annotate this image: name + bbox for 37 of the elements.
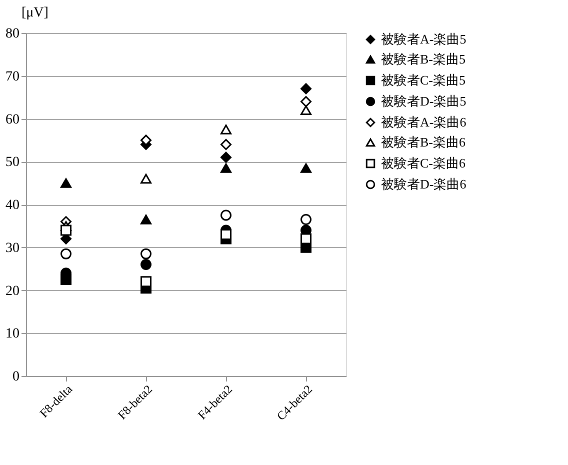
point [220,152,232,163]
point [300,96,312,108]
point [220,138,232,150]
y-tick-label: 30 [6,240,20,256]
y-tick-label: 70 [6,69,20,84]
point [300,83,312,94]
y-tick-label: 20 [6,284,20,299]
point [300,163,312,173]
point [140,276,152,288]
point [220,210,232,221]
point [140,214,152,224]
legend-label: 被験者A-楽曲6 [381,114,467,130]
point [140,174,152,184]
legend-label: 被験者D-楽曲6 [381,176,467,192]
point [60,248,72,260]
y-axis-title: [μV] [22,6,48,20]
point [300,214,312,225]
y-tick-label: 0 [12,370,20,384]
legend-label: 被験者B-楽曲6 [381,134,466,150]
y-tick-label: 40 [6,198,20,213]
legend-label: 被験者A-楽曲5 [381,32,466,46]
point [60,178,72,188]
point [220,163,232,173]
point [60,224,72,236]
legend-label: 被験者D-楽曲5 [381,94,466,108]
point [300,105,312,116]
y-tick-label: 60 [6,112,20,128]
legend-label: 被験者C-楽曲6 [381,156,466,170]
legend-label: 被験者C-楽曲5 [381,72,466,88]
point [140,259,152,270]
point [220,124,232,134]
point [300,233,312,244]
y-tick-label: 50 [6,155,20,170]
y-tick-label: 80 [6,26,20,42]
legend-label: 被験者B-楽曲5 [381,52,466,66]
point [140,248,152,260]
y-tick-label: 10 [6,326,20,342]
